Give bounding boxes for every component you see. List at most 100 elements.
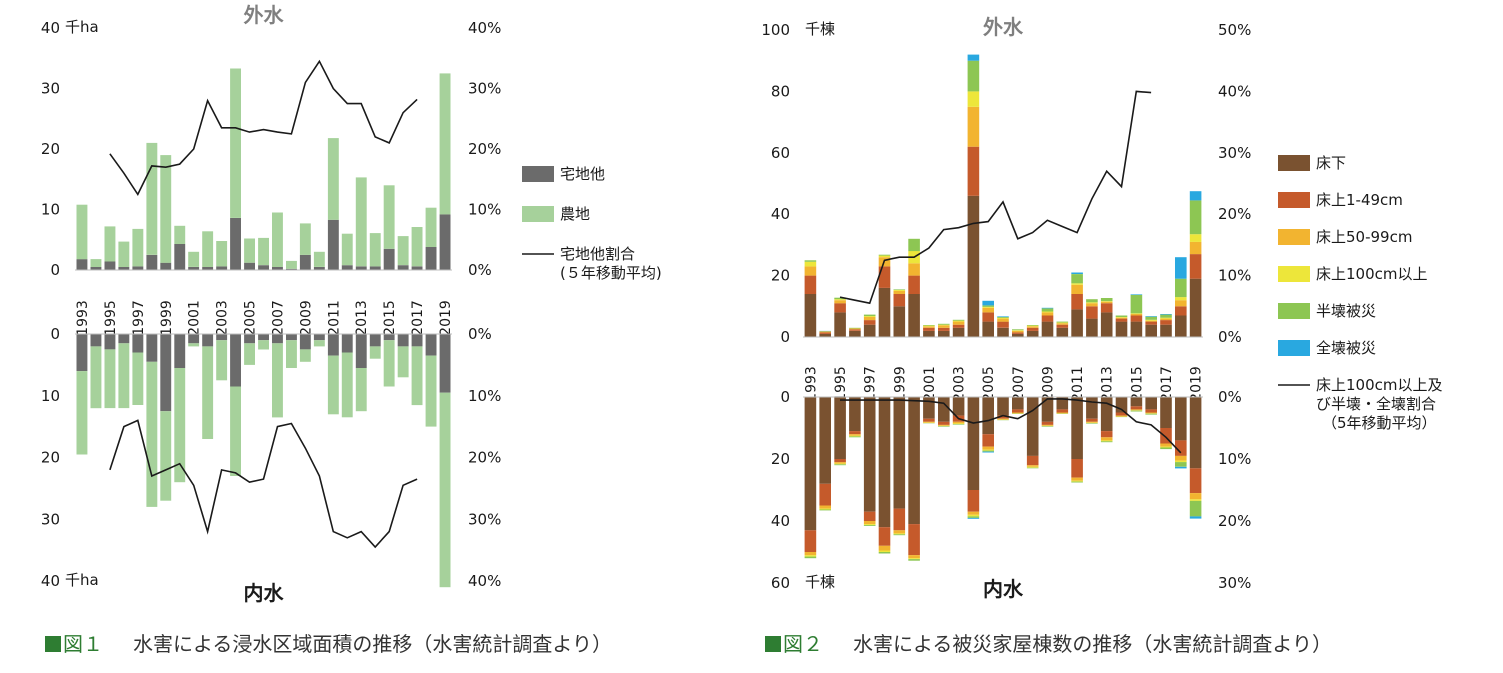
bar-segment [804, 260, 817, 262]
bar-segment [997, 415, 1009, 419]
figure1-text: 水害による浸水区域面積の推移（水害統計調査より） [133, 632, 612, 656]
bar-segment [967, 517, 980, 519]
bar-segment [230, 334, 241, 387]
bar-segment [411, 266, 423, 270]
bar-segment [1130, 410, 1143, 412]
bar-segment [952, 397, 965, 416]
y2-tick-label: 40% [468, 19, 501, 37]
bar-segment [411, 334, 423, 347]
bar-segment [313, 251, 325, 267]
bar-segment [997, 321, 1009, 328]
bar-segment [230, 218, 241, 270]
bar-segment [819, 505, 831, 509]
bar-segment [1041, 426, 1054, 427]
bar-segment [863, 524, 876, 525]
bar-segment [908, 524, 920, 556]
bar-segment [341, 265, 353, 270]
y-tick-label: 80 [771, 82, 790, 100]
bar-segment [952, 321, 965, 325]
figure2-label: 図２ [783, 632, 823, 656]
bar-segment [118, 343, 130, 409]
bar-segment [439, 334, 451, 393]
bar-segment [908, 275, 920, 294]
bar-segment [313, 340, 325, 347]
bar-segment [76, 259, 88, 270]
y2-tick-label: 10% [468, 387, 501, 405]
y-tick-label: 40 [771, 205, 790, 223]
bar-segment [893, 508, 906, 531]
bar-segment [244, 238, 255, 263]
bar-segment [1100, 301, 1113, 304]
bar-segment [327, 219, 339, 270]
bar-segment [1012, 412, 1024, 414]
bar-segment [908, 238, 920, 252]
bar-segment [1100, 437, 1113, 441]
bar-segment [923, 326, 935, 328]
x-tick-label: 2001 [187, 300, 203, 336]
bar-segment [1041, 321, 1054, 337]
bar-segment [967, 490, 980, 512]
bar-segment [938, 397, 950, 422]
bar-segment [216, 340, 228, 381]
x-tick-label: 1999 [159, 300, 175, 336]
bar-segment [1071, 283, 1083, 285]
y2-tick-label: 0% [1218, 388, 1242, 406]
bar-segment [230, 68, 241, 218]
bar-segment [819, 333, 831, 337]
bar-segment [1160, 324, 1172, 337]
bar-segment [1145, 316, 1157, 320]
bar-segment [1041, 307, 1054, 309]
bar-segment [118, 267, 130, 270]
bar-segment [893, 530, 906, 534]
bar-segment [1175, 397, 1187, 441]
bar-segment [286, 268, 297, 270]
bar-segment [299, 334, 311, 350]
legend-swatch [1278, 155, 1310, 171]
y2-tick-label: 30% [1218, 144, 1251, 162]
bar-segment [923, 327, 935, 331]
bar-segment [878, 397, 891, 528]
bar-segment [1026, 325, 1039, 327]
bar-segment [132, 266, 144, 270]
bar-segment [230, 386, 241, 476]
bar-segment [1026, 326, 1039, 328]
bar-segment [1160, 447, 1172, 450]
bar-segment [1071, 480, 1083, 482]
x-tick-label: 2005 [981, 366, 997, 402]
bar-segment [76, 371, 88, 455]
bar-segment [893, 290, 906, 294]
bar-segment [439, 392, 451, 588]
bar-segment [369, 334, 381, 347]
bar-segment [997, 397, 1009, 416]
y2-tick-label: 10% [468, 201, 501, 219]
y2-tick-label: 0% [1218, 328, 1242, 346]
bar-segment [1086, 306, 1098, 319]
y2-tick-label: 0% [468, 261, 492, 279]
y-unit-label: 千棟 [805, 573, 835, 591]
bar-segment [804, 556, 817, 559]
bar-segment [967, 146, 980, 196]
bar-segment [804, 555, 817, 557]
bar-segment [982, 446, 994, 450]
bar-segment [383, 248, 395, 270]
y2-tick-label: 30% [468, 80, 501, 98]
bar-segment [967, 54, 980, 61]
x-tick-label: 1993 [803, 366, 819, 402]
bar-segment [286, 340, 297, 368]
bar-segment [923, 325, 935, 326]
bar-segment [1071, 274, 1083, 284]
bar-segment [804, 530, 817, 552]
y2-tick-label: 20% [1218, 512, 1251, 530]
y-tick-label: 40 [771, 512, 790, 530]
panel-title: 外水 [983, 15, 1024, 39]
y-tick-label: 60 [771, 574, 790, 592]
bar-segment [355, 177, 367, 267]
bar-segment [397, 334, 409, 347]
bar-segment [982, 451, 994, 453]
bar-segment [834, 463, 846, 465]
bar-segment [1145, 409, 1157, 413]
bar-segment [1026, 330, 1039, 337]
bar-segment [1130, 294, 1143, 295]
x-tick-label: 2013 [1100, 366, 1116, 402]
